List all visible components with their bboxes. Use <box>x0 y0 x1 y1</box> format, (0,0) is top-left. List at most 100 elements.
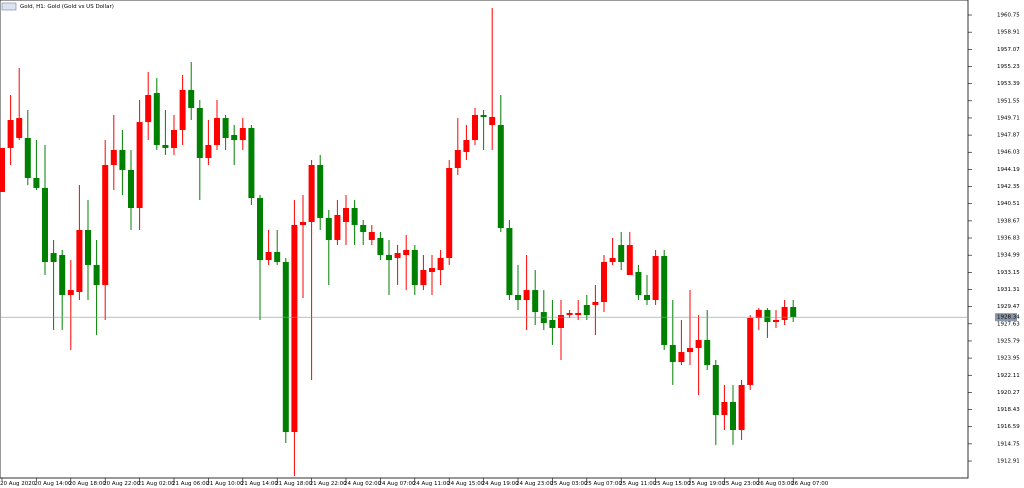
y-tick-label: 1949.71 <box>997 115 1020 121</box>
candle-body <box>334 214 341 240</box>
y-tick-label: 1929.47 <box>997 304 1020 310</box>
candle-body <box>661 256 668 345</box>
candle-body <box>343 208 349 222</box>
y-tick-label: 1912.91 <box>997 459 1020 465</box>
candle-body <box>712 365 719 415</box>
candle-body <box>773 319 779 323</box>
candle-body <box>532 290 539 313</box>
candle-body <box>24 137 31 178</box>
candle-body <box>523 290 530 301</box>
candle-body <box>429 268 435 272</box>
candle-body <box>454 150 461 169</box>
y-tick-label: 1957.07 <box>997 47 1020 53</box>
y-tick-label: 1920.27 <box>997 390 1020 396</box>
candle-body <box>695 340 702 349</box>
candle-body <box>411 249 418 286</box>
y-tick-label: 1951.55 <box>997 98 1020 104</box>
candle-body <box>42 187 48 262</box>
candle-body <box>179 89 186 130</box>
candle-body <box>558 315 564 328</box>
y-tick-label: 1940.51 <box>997 201 1020 207</box>
candle-body <box>549 319 556 328</box>
candle-body <box>239 128 246 141</box>
candle-body <box>540 312 547 324</box>
candle-body <box>437 257 444 270</box>
candle-body <box>188 89 195 108</box>
candle-body <box>592 301 599 305</box>
candle-body <box>222 118 229 138</box>
candle-body <box>790 307 797 318</box>
last-price-box <box>995 313 1017 322</box>
candle-body <box>566 312 573 316</box>
candle-body <box>704 340 711 366</box>
candle-body <box>755 309 762 319</box>
candle-body <box>76 230 83 293</box>
candle-body <box>687 348 693 353</box>
candle-body <box>325 217 332 240</box>
candle-body <box>747 318 754 385</box>
candle-body <box>85 230 91 265</box>
candle-body <box>644 294 650 301</box>
candle-body <box>489 117 496 126</box>
x-tick-label: 20 Aug 22:00 <box>103 481 141 487</box>
symbol-icon <box>1 2 17 11</box>
candle-body <box>781 307 788 320</box>
candle-body <box>7 119 14 148</box>
candle-body <box>248 128 255 199</box>
candle-body <box>764 309 771 323</box>
y-tick-label: 1933.15 <box>997 270 1020 276</box>
candle-body <box>231 134 238 141</box>
x-tick-label: 25 Aug 03:00 <box>550 481 588 487</box>
candle-body <box>618 245 625 262</box>
y-tick-label: 1927.63 <box>997 321 1020 327</box>
x-tick-label: 24 Aug 15:00 <box>447 481 485 487</box>
candle-body <box>515 294 521 301</box>
y-tick-label: 1914.75 <box>997 441 1020 447</box>
candle-body <box>721 402 728 415</box>
candle-body <box>110 150 117 166</box>
x-tick-label: 24 Aug 07:00 <box>378 481 416 487</box>
x-tick-label: 24 Aug 11:00 <box>413 481 451 487</box>
candle-body <box>300 221 306 225</box>
y-tick-label: 1955.23 <box>997 64 1020 70</box>
x-tick-label: 25 Aug 23:00 <box>722 481 760 487</box>
candle-body <box>317 165 324 218</box>
candle-body <box>136 122 143 209</box>
y-tick-label: 1960.75 <box>997 13 1020 19</box>
x-tick-label: 21 Aug 14:00 <box>241 481 279 487</box>
candle-body <box>652 256 659 301</box>
y-tick-label: 1923.95 <box>997 356 1020 362</box>
candle-body <box>601 261 607 302</box>
candle-body <box>93 264 100 286</box>
candle-body <box>351 208 358 225</box>
x-tick-label: 21 Aug 06:00 <box>172 481 210 487</box>
candle-body <box>205 144 212 159</box>
candle-body <box>274 252 281 262</box>
x-tick-label: 21 Aug 10:00 <box>206 481 244 487</box>
candle-body <box>669 344 676 363</box>
x-tick-label: 24 Aug 02:00 <box>344 481 382 487</box>
candle-body <box>738 384 745 430</box>
x-tick-label: 26 Aug 03:00 <box>757 481 795 487</box>
candle-body <box>368 231 375 240</box>
candle-body <box>420 269 427 286</box>
y-tick-label: 1958.91 <box>997 30 1020 36</box>
candle-body <box>102 165 109 286</box>
candle-body <box>730 402 736 430</box>
y-tick-label: 1953.39 <box>997 81 1020 87</box>
last-price-label: 1928.34 <box>997 315 1020 321</box>
candle-body <box>575 312 582 316</box>
candle-body <box>282 261 289 433</box>
x-tick-label: 25 Aug 11:00 <box>619 481 657 487</box>
candle-body <box>153 93 160 145</box>
candle-body <box>50 253 57 262</box>
x-tick-label: 21 Aug 22:00 <box>310 481 348 487</box>
candle-body <box>497 125 504 229</box>
plot-frame <box>0 0 969 479</box>
candle-body <box>59 254 66 295</box>
x-tick-label: 20 Aug 14:00 <box>34 481 72 487</box>
candle-body <box>678 352 685 363</box>
candle-body <box>196 107 203 159</box>
chart-title: Gold, H1: Gold (Gold vs US Dollar) <box>20 4 114 10</box>
